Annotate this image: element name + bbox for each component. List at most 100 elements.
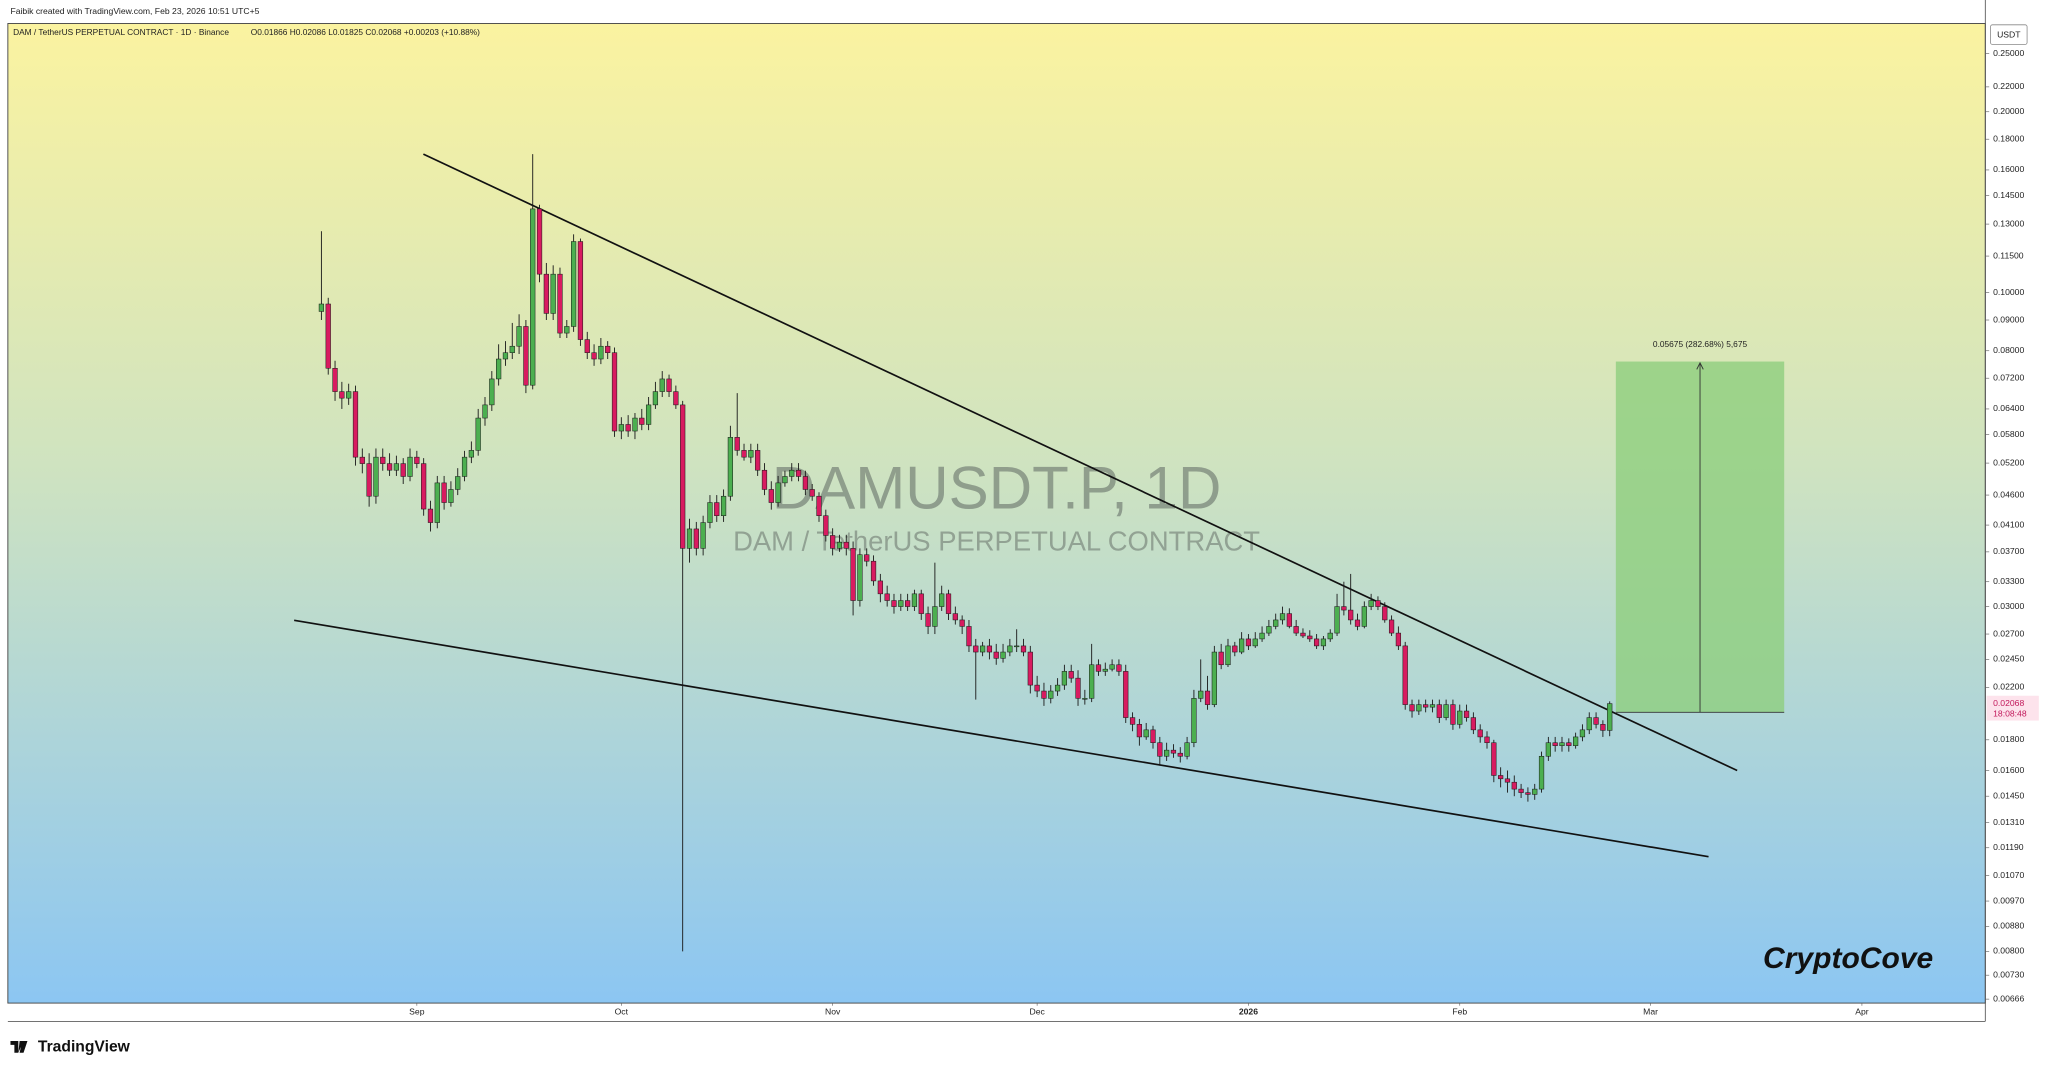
candle-body <box>489 378 495 406</box>
candle-body <box>1334 606 1340 634</box>
candle-body <box>407 456 413 477</box>
y-tick-label: 0.00666 <box>1993 993 2024 1003</box>
candle-body <box>652 391 659 406</box>
candle-body <box>1177 752 1183 757</box>
candle-body <box>1327 632 1333 640</box>
candle-body <box>1443 704 1449 718</box>
candle-body <box>905 600 911 607</box>
logo: TradingView <box>10 1039 131 1056</box>
candle-body <box>1184 742 1190 757</box>
y-tick-label: 0.01310 <box>1993 817 2024 827</box>
candle-body <box>1279 613 1286 621</box>
candle-body <box>318 303 325 312</box>
candle-body <box>543 273 549 314</box>
candle-body <box>768 489 774 503</box>
candle-body <box>400 463 406 477</box>
candle-body <box>1252 638 1258 647</box>
candle-body <box>1075 677 1081 699</box>
candle-body <box>1416 704 1422 712</box>
legend-symbol: DAM / TetherUS PERPETUAL CONTRACT · 1D ·… <box>13 27 229 37</box>
y-tick-label: 0.22000 <box>1993 81 2024 91</box>
candle-body <box>1504 778 1511 783</box>
candle-body <box>1293 626 1299 634</box>
candle-body <box>1382 606 1388 621</box>
candle-body <box>1048 690 1054 699</box>
candle-body <box>973 645 979 653</box>
candle-body <box>605 345 611 353</box>
candle-body <box>1157 742 1163 757</box>
y-tick-label: 0.03700 <box>1993 546 2024 556</box>
candle-body <box>325 303 331 369</box>
candle-body <box>1150 729 1156 743</box>
target-label: 0.05675 (282.68%) 5,675 <box>1653 339 1748 349</box>
candle-body <box>530 208 536 386</box>
y-tick-label: 0.20000 <box>1993 106 2024 116</box>
candle-body <box>468 450 474 458</box>
candle-body <box>414 456 420 464</box>
countdown-label: 18:08:48 <box>1993 708 2027 718</box>
candle-body <box>1423 704 1429 708</box>
candle-body <box>809 489 815 497</box>
candle-body <box>625 424 631 432</box>
y-tick-label: 0.01800 <box>1993 734 2024 744</box>
candle-body <box>509 345 515 353</box>
candle-body <box>659 378 665 392</box>
candle-body <box>952 613 958 621</box>
y-tick-label: 0.03000 <box>1993 601 2024 611</box>
watermark-subtitle: DAM / TetherUS PERPETUAL CONTRACT <box>733 526 1260 557</box>
y-tick-label: 0.04100 <box>1993 519 2024 529</box>
candle-body <box>611 352 618 432</box>
logo-text: TradingView <box>38 1039 131 1056</box>
y-tick-label: 0.05800 <box>1993 429 2024 439</box>
y-tick-label: 0.00970 <box>1993 895 2024 905</box>
y-tick-label: 0.02700 <box>1993 628 2024 638</box>
candle-body <box>864 554 870 562</box>
candle-body <box>1218 651 1224 666</box>
candle-body <box>830 535 836 549</box>
y-tick-label: 0.11500 <box>1993 250 2024 260</box>
signature: CryptoCove <box>1763 942 1933 975</box>
candle-body <box>455 476 461 490</box>
candle-body <box>693 528 699 549</box>
candle-body <box>496 358 502 380</box>
candle-body <box>789 469 795 477</box>
candle-body <box>1600 724 1606 731</box>
y-tick-label: 0.16000 <box>1993 164 2024 174</box>
candle-body <box>1518 788 1524 793</box>
candle-body <box>1436 704 1442 718</box>
candle-body <box>823 515 829 536</box>
candle-body <box>1375 600 1381 607</box>
plot-marks: 0.05675 (282.68%) 5,675 <box>294 153 1785 952</box>
candle-body <box>1429 704 1436 708</box>
candle-body <box>836 541 843 549</box>
y-tick-label: 0.01450 <box>1993 790 2024 800</box>
candle-body <box>584 339 590 353</box>
candle-body <box>700 522 706 549</box>
candle-body <box>816 495 822 516</box>
y-tick-label: 0.09000 <box>1993 314 2024 324</box>
x-tick-label: Mar <box>1643 1007 1658 1017</box>
candle-body <box>536 208 543 275</box>
candle-body <box>925 613 931 627</box>
candle-body <box>1313 638 1320 647</box>
candle-body <box>523 326 529 386</box>
candle-body <box>448 489 454 503</box>
candle-body <box>993 651 999 659</box>
candle-body <box>761 469 768 490</box>
arrow-head <box>1696 361 1704 370</box>
y-tick-label: 0.00800 <box>1993 946 2024 956</box>
candle-body <box>775 482 781 503</box>
candle-body <box>1109 664 1115 670</box>
candle-body <box>1095 664 1102 672</box>
candle-body <box>782 476 788 484</box>
candle-body <box>1054 684 1061 692</box>
candle-body <box>1579 729 1586 738</box>
candle-body <box>332 368 338 392</box>
candle-body <box>1089 664 1095 699</box>
candle-body <box>714 502 720 516</box>
candle-body <box>1116 664 1122 672</box>
y-tick-label: 0.01600 <box>1993 765 2024 775</box>
candle-body <box>632 417 638 432</box>
candle-body <box>571 241 577 327</box>
